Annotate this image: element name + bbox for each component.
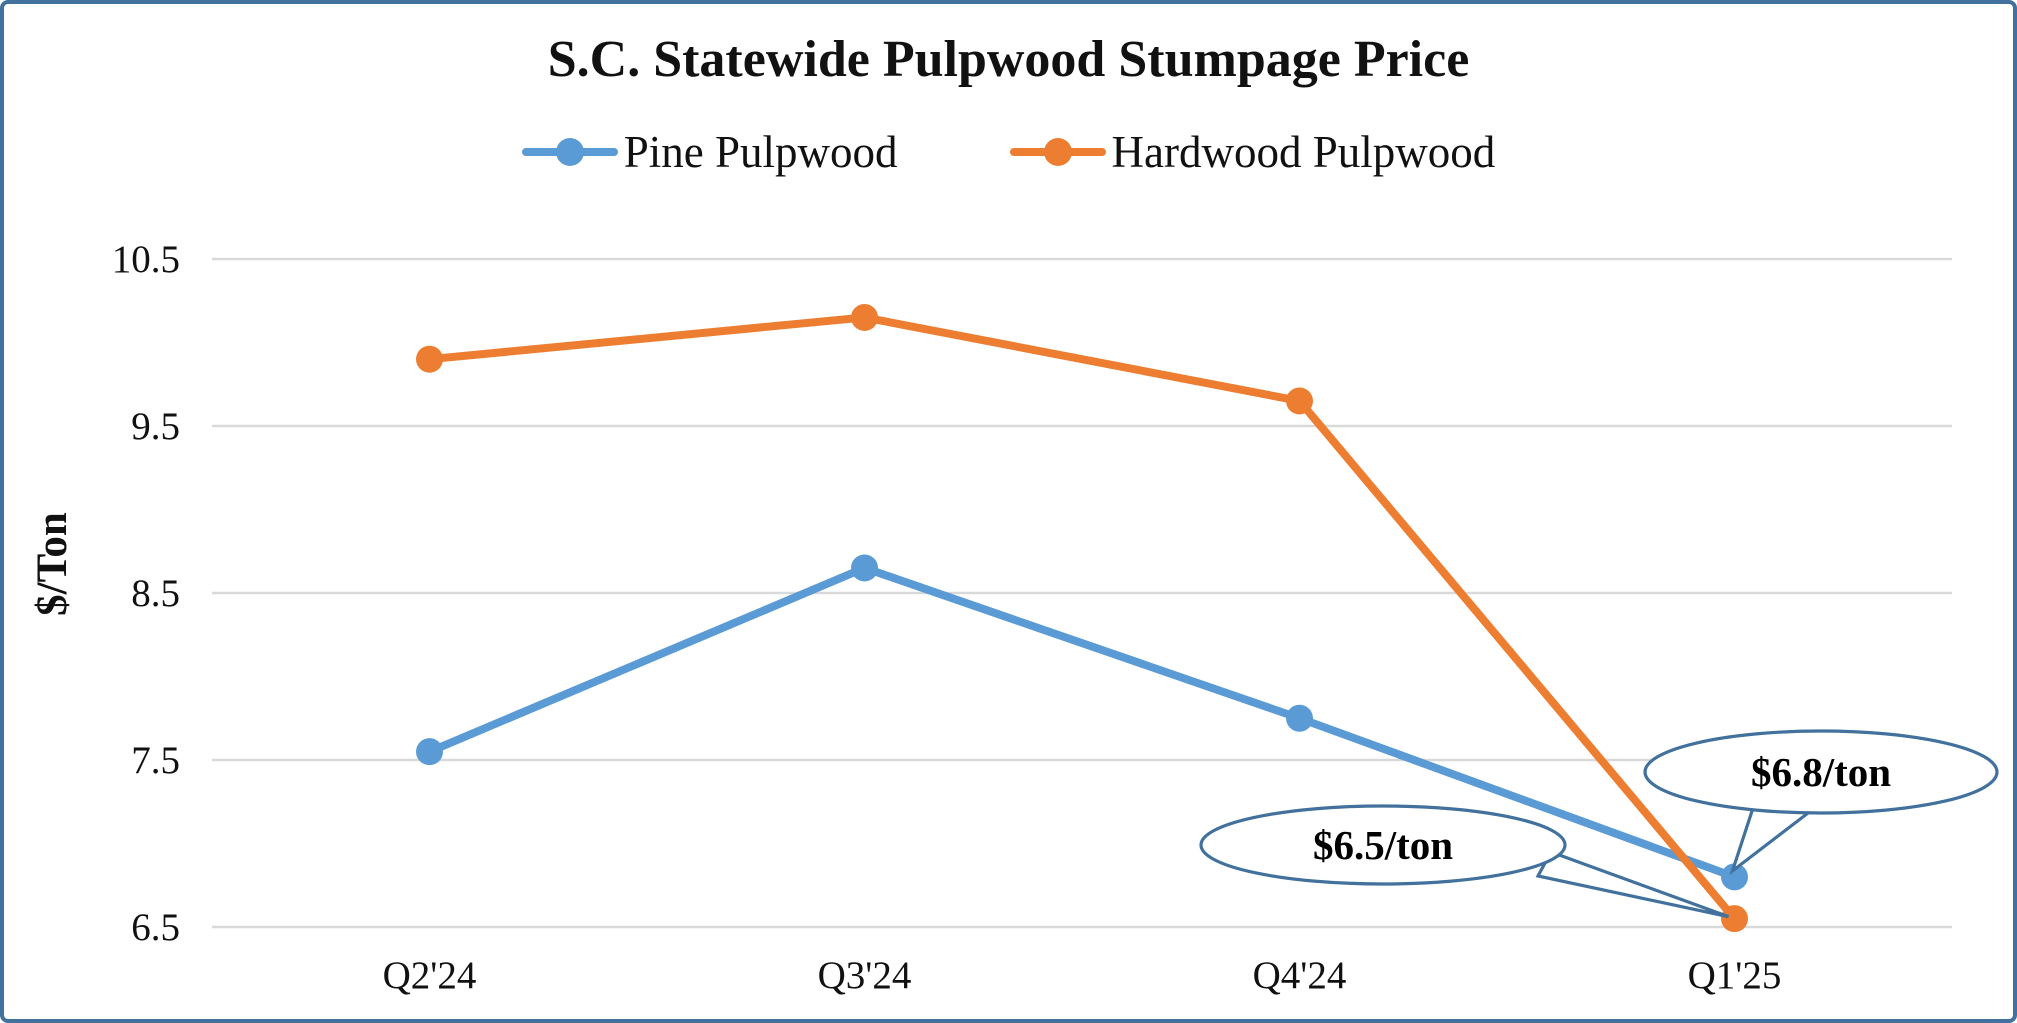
chart-title: S.C. Statewide Pulpwood Stumpage Price	[547, 31, 1470, 88]
legend-item-hardwood-pulpwood: Hardwood Pulpwood	[1009, 126, 1496, 178]
callout-pine-price-bubble	[1643, 729, 1999, 815]
pine-dot-swatch	[555, 138, 584, 166]
hardwood-dot-swatch	[1043, 138, 1072, 166]
series-line	[425, 563, 1739, 881]
x-tick-label: Q3'24	[818, 954, 912, 997]
legend: Pine Pulpwood Hardwood Pulpwood	[4, 126, 2013, 178]
data-point-marker	[851, 554, 878, 582]
y-axis-title: $/Ton	[29, 512, 76, 616]
data-point-marker	[416, 345, 443, 373]
callout-hardwood-price-label: $6.5/ton	[1313, 822, 1453, 868]
hardwood-series-marker-icon	[1009, 132, 1106, 172]
legend-label-hardwood: Hardwood Pulpwood	[1111, 127, 1496, 177]
y-tick-label: 6.5	[131, 906, 180, 949]
x-tick-label: Q4'24	[1253, 954, 1347, 997]
data-point-marker	[1286, 387, 1313, 415]
x-tick-label: Q1'25	[1688, 954, 1782, 997]
legend-item-pine-pulpwood: Pine Pulpwood	[521, 126, 898, 178]
pine-series-marker-icon	[521, 132, 618, 172]
data-point-marker	[1721, 863, 1748, 891]
data-point-marker	[1286, 704, 1313, 732]
y-tick-label: 7.5	[131, 739, 180, 782]
y-tick-label: 9.5	[131, 405, 180, 448]
line-chart-plot: 6.5 7.5 8.5 9.5 10.5 Q2'24 Q3'24 Q4'24 Q1'25 $/To…	[29, 238, 1999, 997]
y-tick-label: 10.5	[112, 238, 180, 281]
data-point-marker	[416, 738, 443, 766]
callout-pine-price-label: $6.8/ton	[1751, 749, 1891, 795]
callout-pine-price-tail	[1729, 806, 1817, 876]
data-point-marker	[851, 303, 878, 331]
y-tick-label: 8.5	[131, 572, 180, 615]
series-line	[425, 313, 1739, 923]
data-point-marker	[1721, 905, 1748, 933]
legend-label-pine: Pine Pulpwood	[623, 127, 898, 177]
callout-hardwood-price-bubble	[1199, 804, 1567, 886]
x-tick-label: Q2'24	[383, 954, 477, 997]
